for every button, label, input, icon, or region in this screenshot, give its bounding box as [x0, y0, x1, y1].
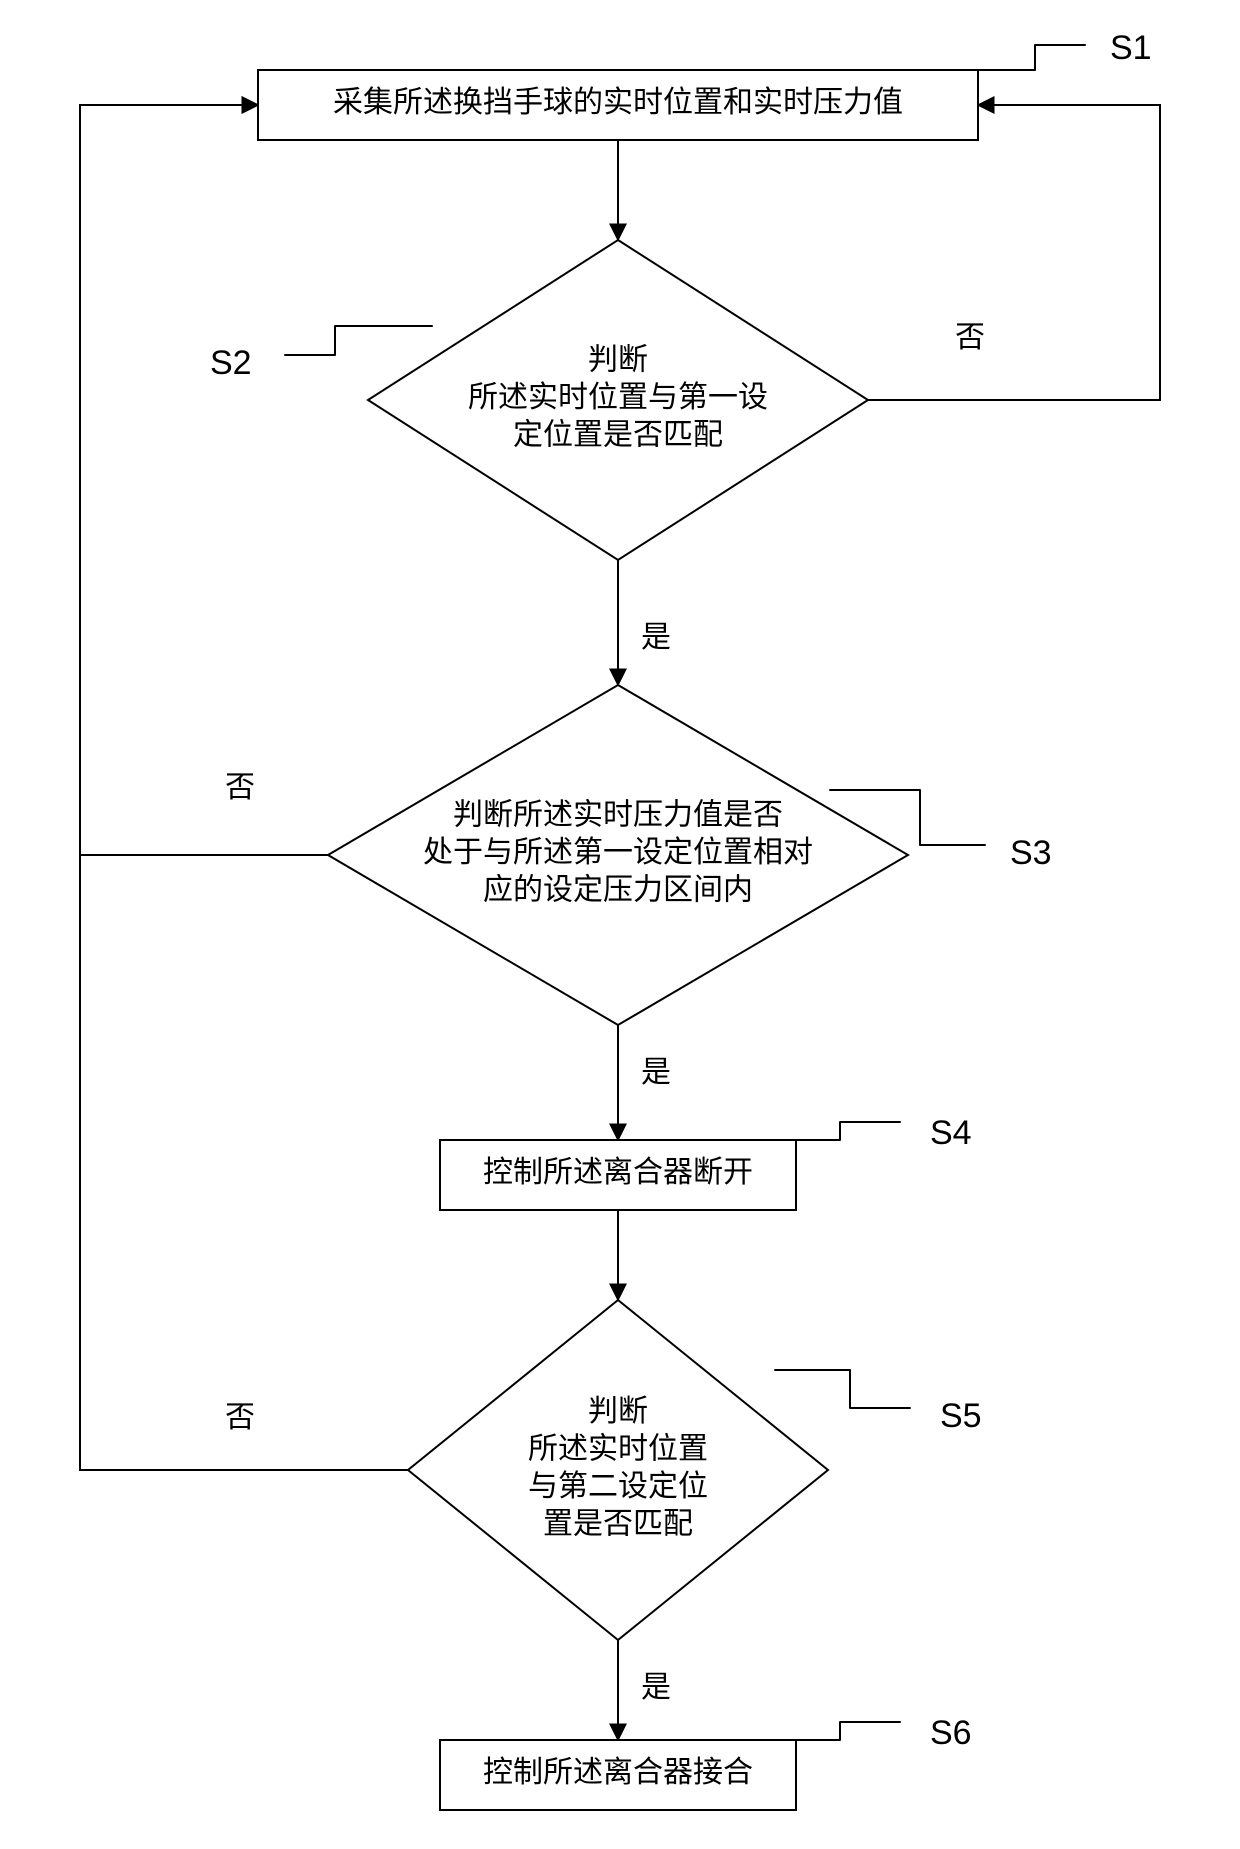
- step-label-s3: S3: [1010, 834, 1052, 872]
- step-label-s4: S4: [930, 1114, 972, 1152]
- leader-s1: [978, 45, 1085, 70]
- node-s1: 采集所述换挡手球的实时位置和实时压力值: [258, 70, 978, 140]
- leader-s6: [796, 1722, 900, 1740]
- e_s2_no-label: 否: [955, 321, 985, 354]
- e_s3_no-label: 否: [225, 771, 255, 804]
- node-s4-label: 控制所述离合器断开: [483, 1156, 753, 1189]
- node-s5: 判断所述实时位置与第二设定位置是否匹配: [408, 1300, 828, 1640]
- node-s1-label: 采集所述换挡手球的实时位置和实时压力值: [333, 86, 903, 119]
- step-label-s2: S2: [210, 344, 252, 382]
- e_s3_s4-label: 是: [641, 1056, 671, 1089]
- step-label-s5: S5: [940, 1397, 982, 1435]
- node-s3: 判断所述实时压力值是否处于与所述第一设定位置相对应的设定压力区间内: [328, 685, 908, 1025]
- node-s2: 判断所述实时位置与第一设定位置是否匹配: [368, 240, 868, 560]
- e_s3_no: [80, 105, 328, 855]
- leader-s2: [285, 326, 432, 355]
- e_s2_no: [868, 105, 1160, 400]
- step-label-s1: S1: [1110, 29, 1152, 67]
- node-s6-label: 控制所述离合器接合: [483, 1756, 753, 1789]
- e_s2_s3-label: 是: [641, 621, 671, 654]
- node-s6: 控制所述离合器接合: [440, 1740, 796, 1810]
- step-label-s6: S6: [930, 1714, 972, 1752]
- node-s4: 控制所述离合器断开: [440, 1140, 796, 1210]
- e_s5_no-label: 否: [225, 1401, 255, 1434]
- leader-s5: [775, 1370, 910, 1408]
- leader-s4: [796, 1122, 900, 1140]
- e_s5_s6-label: 是: [641, 1671, 671, 1704]
